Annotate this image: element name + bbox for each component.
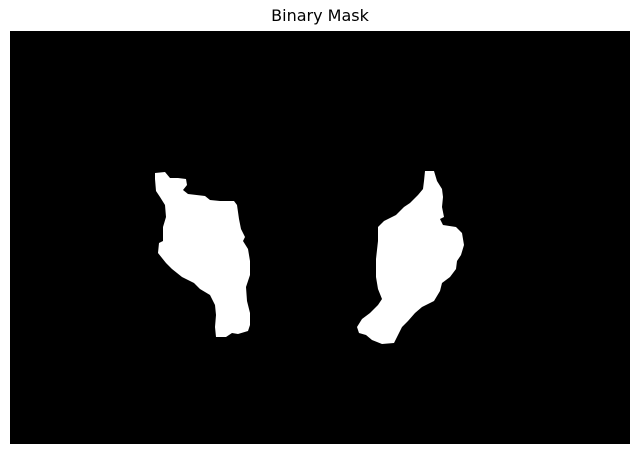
mask-region-right: [357, 171, 464, 344]
mask-canvas: [10, 31, 630, 444]
mask-region-left: [155, 172, 250, 337]
mask-background: [10, 31, 630, 444]
mask-image: [10, 31, 630, 444]
figure-title: Binary Mask: [271, 6, 369, 25]
